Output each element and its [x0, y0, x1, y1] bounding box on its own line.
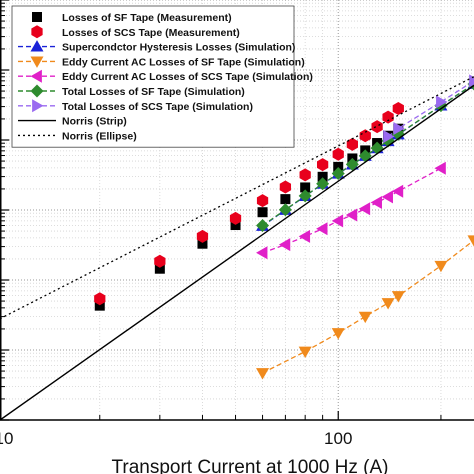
data-point [381, 190, 393, 204]
legend-marker [30, 40, 44, 52]
data-point [358, 202, 371, 216]
data-point [300, 182, 311, 193]
series-3 [256, 235, 474, 380]
legend-label: Losses of SCS Tape (Measurement) [62, 27, 240, 39]
data-point [278, 203, 292, 217]
legend-entry: Losses of SCS Tape (Measurement) [31, 25, 240, 39]
legend-label: Total Losses of SCS Tape (Simulation) [62, 101, 253, 113]
legend-entry: Eddy Current AC Losses of SCS Tape (Simu… [18, 69, 313, 83]
legend-label: Supercondctor Hysteresis Losses (Simulat… [62, 42, 295, 54]
data-point [196, 229, 209, 243]
data-point [316, 177, 330, 191]
legend-marker [32, 12, 42, 22]
data-point [331, 214, 344, 228]
data-point [331, 167, 345, 181]
legend-label: Norris (Strip) [62, 116, 127, 128]
legend-entry: Norris (Strip) [18, 116, 127, 128]
data-point [230, 220, 241, 231]
data-point [391, 291, 405, 303]
data-point [434, 260, 448, 273]
legend-entry: Total Losses of SF Tape (Simulation) [18, 84, 245, 98]
data-point [280, 194, 291, 205]
data-point [345, 157, 359, 171]
legend-label: Losses of SF Tape (Measurement) [62, 12, 232, 24]
axis-ticks [0, 0, 442, 421]
legend-label: Eddy Current AC Losses of SCS Tape (Simu… [62, 71, 313, 83]
series-line [0, 84, 474, 421]
data-point [256, 219, 270, 233]
data-point [359, 129, 371, 143]
data-point [279, 180, 292, 194]
data-point [298, 346, 312, 359]
series-4 [256, 161, 446, 260]
data-point [278, 238, 291, 252]
series-8 [0, 76, 474, 320]
data-point [434, 161, 446, 175]
data-point [298, 189, 312, 203]
data-point [332, 147, 344, 161]
x-tick-label: 10 [0, 429, 13, 448]
data-point [393, 121, 405, 135]
data-point [333, 161, 344, 172]
series-line [262, 83, 474, 227]
data-point [94, 292, 106, 306]
series-line [387, 80, 474, 138]
data-point [331, 328, 345, 340]
data-point [316, 222, 328, 236]
legend-entry: Losses of SF Tape (Measurement) [32, 12, 232, 24]
legend-entry: Norris (Ellipse) [18, 130, 137, 142]
data-point [256, 246, 268, 260]
series-6 [383, 74, 474, 144]
data-point [256, 368, 270, 380]
series-7 [0, 84, 474, 421]
data-point [391, 184, 404, 198]
legend-entry: Total Losses of SCS Tape (Simulation) [18, 99, 253, 113]
legend-label: Eddy Current AC Losses of SF Tape (Simul… [62, 56, 305, 68]
data-point [436, 95, 448, 109]
legend-entry: Supercondctor Hysteresis Losses (Simulat… [18, 40, 295, 54]
legend-label: Norris (Ellipse) [62, 130, 137, 142]
data-point [345, 208, 358, 222]
data-point [317, 171, 328, 182]
legend-marker [30, 84, 44, 98]
data-point [391, 127, 405, 141]
legend-marker [30, 56, 44, 68]
data-point [257, 207, 268, 218]
data-point [197, 238, 208, 249]
data-point [392, 101, 404, 115]
x-axis-label: Transport Current at 1000 Hz (A) [111, 457, 388, 474]
data-point [346, 137, 358, 151]
data-point [298, 229, 311, 243]
series-line [262, 239, 474, 374]
legend-box [11, 5, 295, 148]
legend-entry: Eddy Current AC Losses of SF Tape (Simul… [18, 56, 305, 68]
data-point [358, 311, 372, 324]
data-point [382, 110, 394, 124]
data-point [371, 120, 383, 134]
data-point [154, 263, 165, 274]
data-point [154, 254, 166, 268]
data-point [256, 194, 269, 208]
data-point [316, 158, 329, 172]
data-point [383, 130, 395, 144]
data-point [467, 235, 474, 247]
legend-marker [31, 25, 43, 39]
series-layer [0, 74, 474, 421]
legend: Losses of SF Tape (Measurement) Losses of… [11, 5, 313, 148]
legend-marker [32, 99, 44, 113]
series-line [0, 76, 474, 320]
data-point [94, 300, 105, 311]
series-1 [94, 101, 404, 306]
legend-label: Total Losses of SF Tape (Simulation) [62, 86, 245, 98]
data-point [229, 211, 242, 225]
series-5 [256, 77, 474, 233]
x-tick-labels: 10 100 [0, 429, 352, 448]
data-point [299, 168, 311, 182]
data-point [370, 195, 382, 209]
legend-marker [30, 69, 42, 83]
x-tick-label: 100 [324, 429, 352, 448]
data-point [381, 298, 395, 310]
